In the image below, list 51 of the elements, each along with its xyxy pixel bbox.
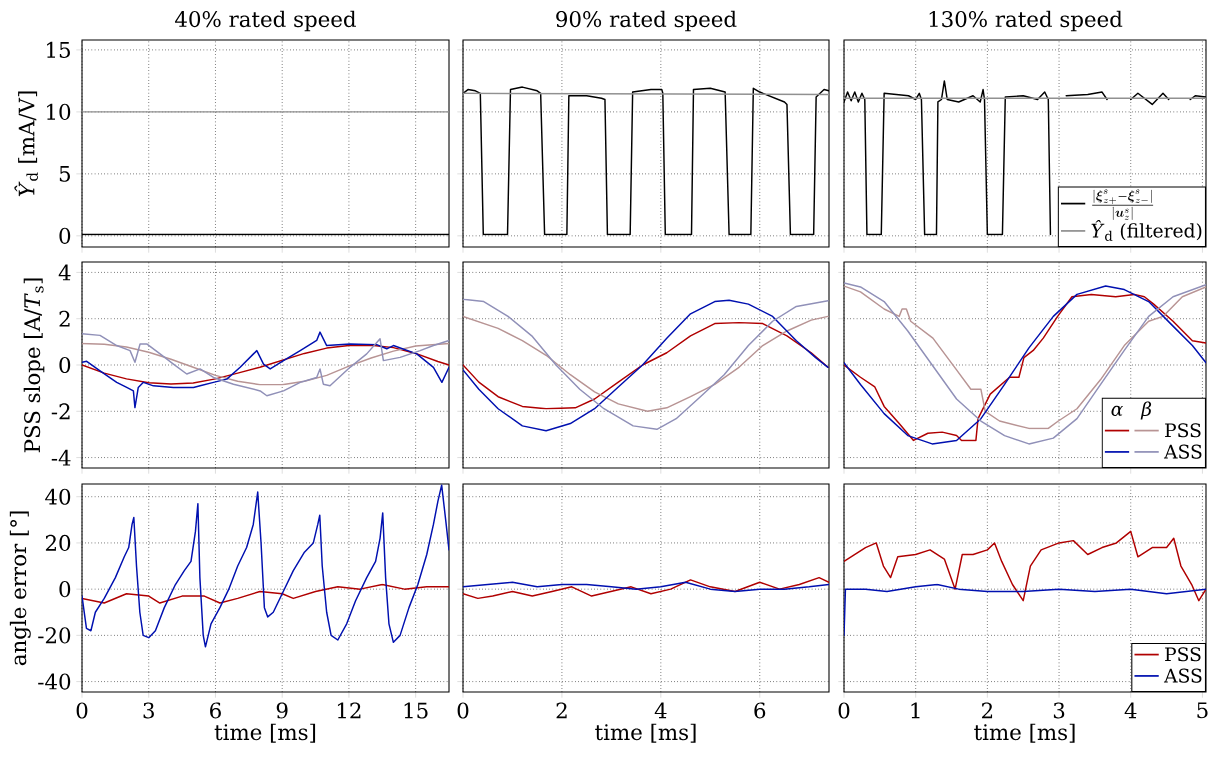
- x-tick-label: 0: [838, 702, 850, 719]
- y-tick-label: 0: [59, 581, 71, 598]
- line-series: [82, 484, 450, 648]
- x-tick-label: 2: [982, 702, 993, 719]
- x-tick-label: 3: [143, 702, 154, 719]
- x-tick-label: 12: [337, 702, 361, 719]
- line-series: [82, 333, 450, 397]
- y-axis-title: Ŷ$_{d}$ [mA/V]: [14, 91, 38, 197]
- x-tick-label: 4: [654, 702, 667, 719]
- legend-label: PSS: [1165, 423, 1201, 438]
- chart-title: 130% rated speed: [929, 10, 1123, 32]
- line-series: [82, 331, 450, 409]
- x-tick-label: 0: [76, 702, 88, 719]
- y-tick-label: 2: [59, 310, 70, 327]
- x-tick-label: 5: [1197, 702, 1208, 719]
- y-tick-label: 40: [45, 488, 71, 505]
- y-tick-label: -4: [51, 449, 71, 466]
- y-tick-label: 4: [58, 264, 71, 281]
- y-tick-label: 15: [47, 41, 70, 58]
- legend-label: ASS: [1163, 444, 1202, 459]
- y-tick-label: 5: [59, 165, 70, 182]
- legend-label: PSS: [1165, 647, 1201, 662]
- y-tick-label: 0: [59, 227, 71, 244]
- x-tick-label: 3: [1053, 702, 1065, 719]
- y-tick-label: 0: [59, 356, 71, 374]
- legend-label: $\frac{|\boldsymbol{\xi}^{s}_{z+}-\boldsymbol{\xi}^{s}_{z-}|}{|\boldsymbol{u}^{s}_{z}|}$: [1092, 189, 1154, 221]
- x-tick-label: 9: [276, 702, 288, 719]
- x-tick-label: 6: [210, 702, 221, 719]
- y-axis-title: PSS slope [A/T$_{s}$]: [23, 278, 45, 453]
- x-tick-label: 15: [404, 702, 428, 719]
- y-tick-label: -40: [38, 673, 71, 690]
- chart-title: 90% rated speed: [556, 10, 737, 32]
- x-axis-title: time [ms]: [214, 723, 316, 743]
- line-series: [82, 583, 450, 604]
- x-tick-label: 1: [911, 702, 920, 719]
- chart-title: 40% rated speed: [175, 10, 356, 32]
- x-tick-label: 4: [1124, 702, 1137, 719]
- y-tick-label: 10: [47, 103, 71, 120]
- x-axis-title: time [ms]: [974, 723, 1075, 743]
- y-tick-label: 20: [45, 534, 71, 551]
- x-tick-label: 0: [457, 702, 469, 719]
- annotation: β: [1140, 401, 1152, 420]
- legend-label: ASS: [1163, 668, 1202, 683]
- y-tick-label: -20: [38, 627, 71, 644]
- x-tick-label: 2: [556, 702, 567, 719]
- x-tick-label: 6: [754, 702, 766, 719]
- y-tick-label: -2: [51, 403, 70, 420]
- x-axis-title: time [ms]: [595, 723, 696, 743]
- legend-label: Ŷ$_{d}$ (filtered): [1091, 220, 1202, 241]
- y-axis-title: angle error [°]: [9, 511, 31, 666]
- annotation: α: [1111, 405, 1123, 416]
